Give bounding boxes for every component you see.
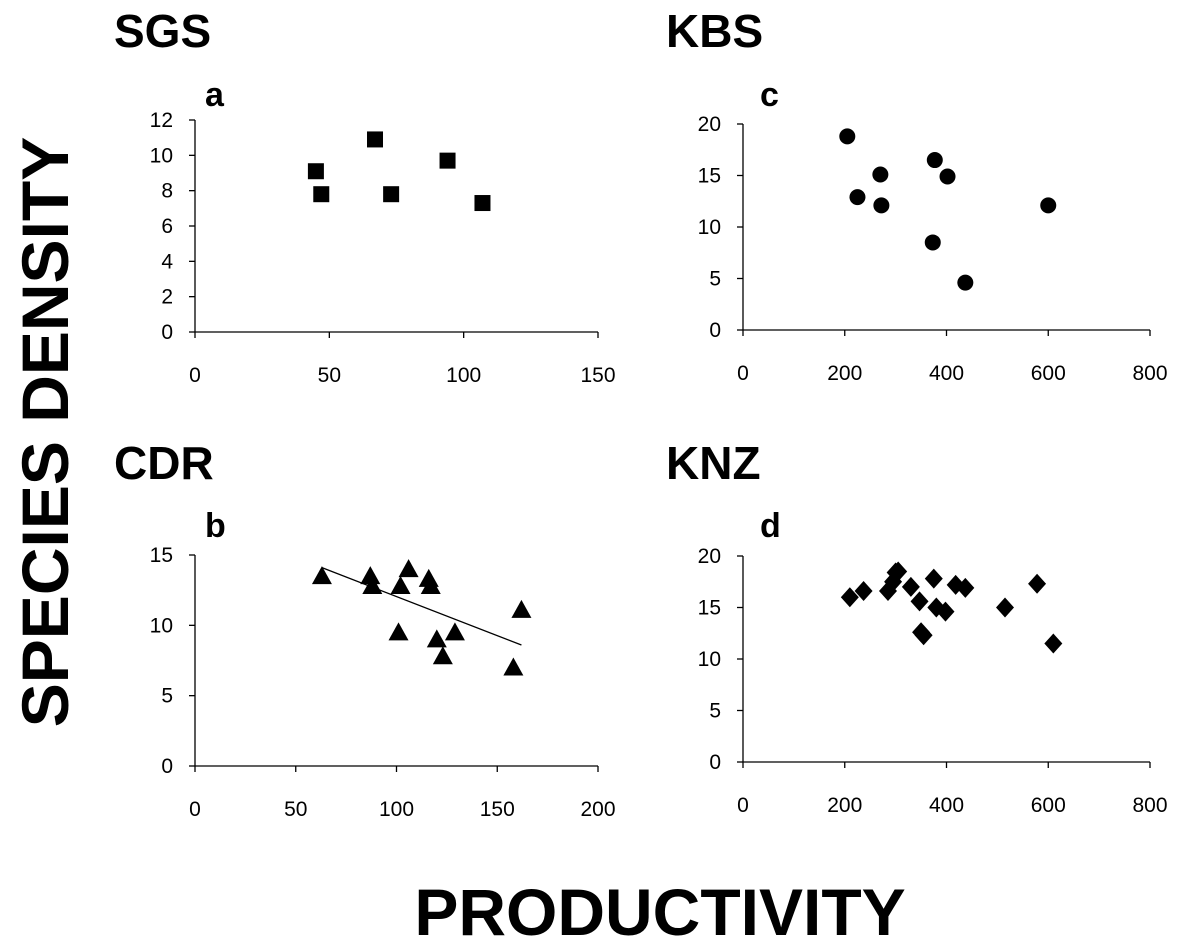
data-point-square [307, 163, 324, 180]
y-tick-label: 20 [698, 113, 721, 136]
y-tick-label: 0 [709, 319, 721, 342]
panel-site-title: KBS [666, 5, 763, 57]
y-tick-label: 5 [161, 685, 173, 708]
panel-letter: b [205, 507, 226, 545]
panel-letter: d [760, 507, 781, 545]
data-point-diamond [914, 625, 933, 646]
x-tick-label: 800 [1132, 362, 1167, 385]
data-point-square [313, 186, 330, 203]
y-axis-title: SPECIES DENSITY [8, 137, 82, 728]
y-tick-label: 10 [150, 614, 173, 637]
y-tick-label: 4 [161, 250, 173, 273]
data-point-diamond [1028, 573, 1047, 594]
data-point-triangle [362, 575, 383, 594]
data-point-diamond [889, 561, 908, 582]
data-point-triangle [444, 622, 465, 641]
x-tick-label: 150 [580, 364, 615, 387]
x-tick-label: 0 [737, 794, 749, 817]
data-point-circle [849, 189, 866, 206]
x-tick-label: 100 [379, 798, 414, 821]
panel-sgs: SGS a 0 2 4 6 8 10 12 0 50 100 150 [114, 5, 616, 387]
data-point-circle [926, 152, 943, 169]
data-point-diamond [924, 568, 943, 589]
x-tick-label: 400 [929, 362, 964, 385]
data-point-triangle [388, 622, 409, 641]
y-tick-label: 2 [161, 286, 173, 309]
data-point-square [439, 152, 456, 169]
panel-site-title: SGS [114, 5, 211, 57]
data-point-diamond [936, 601, 955, 622]
data-point-triangle [398, 559, 419, 578]
y-tick-label: 10 [698, 648, 721, 671]
plot-area-sgs: 0 2 4 6 8 10 12 0 50 100 150 [150, 109, 616, 387]
x-tick-label: 50 [318, 364, 341, 387]
y-tick-label: 0 [709, 751, 721, 774]
x-tick-label: 600 [1031, 794, 1066, 817]
trend-line [321, 567, 522, 646]
data-point-circle [924, 234, 941, 251]
data-point-circle [957, 274, 974, 291]
data-point-triangle [432, 646, 453, 665]
data-point-triangle [426, 629, 447, 648]
data-point-triangle [360, 566, 381, 585]
data-point-diamond [1044, 633, 1063, 654]
x-tick-label: 800 [1132, 794, 1167, 817]
data-point-square [383, 186, 400, 203]
x-tick-label: 400 [929, 794, 964, 817]
y-tick-label: 15 [698, 597, 721, 620]
data-point-circle [939, 168, 956, 185]
x-axis-title: PRODUCTIVITY [414, 875, 905, 940]
data-point-diamond [901, 576, 920, 597]
data-point-square [474, 195, 491, 212]
data-point-diamond [840, 587, 859, 608]
y-tick-label: 15 [150, 544, 173, 567]
data-point-diamond [910, 591, 929, 612]
data-point-circle [839, 128, 856, 145]
data-point-triangle [511, 599, 532, 618]
data-point-diamond [854, 581, 873, 602]
x-tick-label: 600 [1031, 362, 1066, 385]
x-tick-label: 0 [189, 364, 201, 387]
data-point-triangle [311, 566, 332, 585]
x-tick-label: 0 [189, 798, 201, 821]
y-tick-label: 0 [161, 755, 173, 778]
panel-site-title: CDR [114, 437, 214, 489]
x-tick-label: 200 [827, 794, 862, 817]
y-tick-label: 12 [150, 109, 173, 132]
x-tick-label: 100 [446, 364, 481, 387]
x-tick-label: 50 [284, 798, 307, 821]
y-tick-label: 20 [698, 545, 721, 568]
panel-letter: a [205, 76, 225, 114]
x-tick-label: 0 [737, 362, 749, 385]
panel-site-title: KNZ [666, 437, 761, 489]
x-tick-label: 150 [480, 798, 515, 821]
panel-letter: c [760, 76, 779, 114]
data-point-circle [872, 166, 889, 183]
data-point-circle [1040, 197, 1057, 214]
y-tick-label: 10 [150, 144, 173, 167]
y-tick-label: 5 [709, 268, 721, 291]
data-point-diamond [996, 597, 1015, 618]
y-tick-label: 0 [161, 321, 173, 344]
data-point-triangle [390, 575, 411, 594]
y-tick-label: 8 [161, 180, 173, 203]
y-tick-label: 15 [698, 165, 721, 188]
data-point-circle [873, 197, 890, 214]
x-tick-label: 200 [580, 798, 615, 821]
y-tick-label: 5 [709, 700, 721, 723]
y-tick-label: 10 [698, 216, 721, 239]
data-point-triangle [420, 575, 441, 594]
data-point-square [367, 131, 384, 148]
x-tick-label: 200 [827, 362, 862, 385]
data-point-diamond [956, 577, 975, 598]
data-point-triangle [503, 657, 524, 676]
y-tick-label: 6 [161, 215, 173, 238]
